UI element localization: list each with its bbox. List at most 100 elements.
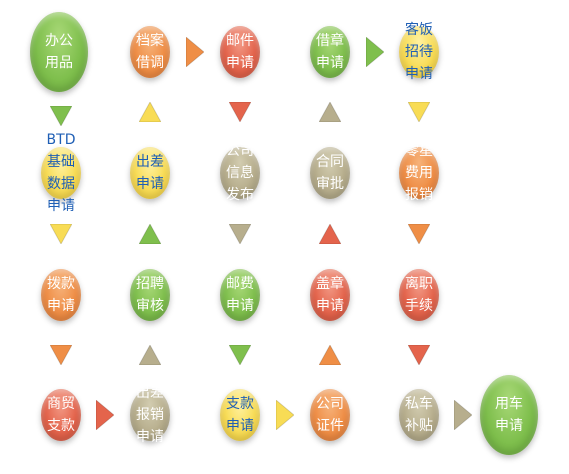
node-siche-butie[interactable]: 私车 补贴	[399, 389, 439, 441]
node-label-line: 离职	[405, 276, 433, 292]
node-gaizhang-shenqing[interactable]: 盖章 申请	[310, 269, 350, 321]
arrow-down-icon	[229, 102, 251, 122]
node-chuchai-baoxiao-shenqing[interactable]: 出差 报销 申请	[130, 385, 170, 445]
arrow-up-icon	[139, 102, 161, 122]
arrow-shape	[186, 37, 204, 67]
node-label-line: 申请	[226, 418, 254, 434]
arrow-shape	[139, 345, 161, 365]
arrow-right-icon	[454, 400, 472, 430]
node-label-line: 合同	[316, 154, 344, 170]
node-label-line: 申请	[136, 429, 164, 445]
arrow-down-icon	[50, 345, 72, 365]
node-label-line: 用车	[495, 396, 523, 412]
node-chuchai-shenqing[interactable]: 出差 申请	[130, 147, 170, 199]
node-youjian-shenqing[interactable]: 邮件 申请	[220, 26, 260, 78]
node-label-line: 用品	[45, 55, 73, 71]
node-lizhi-shouxu[interactable]: 离职 手续	[399, 269, 439, 321]
arrow-down-icon	[408, 102, 430, 122]
node-gongsi-xinxi-fabu[interactable]: 公司 信息 发布	[220, 143, 260, 203]
node-label-line: 支款	[226, 396, 254, 412]
arrow-shape	[408, 102, 430, 122]
arrow-shape	[276, 400, 294, 430]
node-dangan-jiediao[interactable]: 档案 借调	[130, 26, 170, 78]
node-label-line: 客饭	[405, 22, 433, 38]
arrow-shape	[408, 345, 430, 365]
node-label-line: 支款	[47, 418, 75, 434]
arrow-shape	[50, 224, 72, 244]
node-label-line: 借章	[316, 33, 344, 49]
node-label-line: 申请	[316, 298, 344, 314]
node-label-line: 档案	[136, 33, 164, 49]
node-label-line: BTD	[46, 132, 76, 148]
arrow-right-icon	[186, 37, 204, 67]
node-label-line: 发布	[226, 187, 254, 203]
node-label-line: 邮费	[226, 276, 254, 292]
arrow-down-icon	[408, 345, 430, 365]
node-youfei-shenqing[interactable]: 邮费 申请	[220, 269, 260, 321]
node-label-line: 出差	[136, 385, 164, 401]
node-label-line: 公司	[316, 396, 344, 412]
arrow-shape	[366, 37, 384, 67]
node-label-line: 招待	[405, 44, 433, 60]
node-label-line: 零星	[405, 143, 433, 159]
node-label-line: 申请	[316, 55, 344, 71]
node-label-line: 审批	[316, 176, 344, 192]
arrow-up-icon	[319, 345, 341, 365]
node-label-line: 拨款	[47, 276, 75, 292]
arrow-shape	[319, 224, 341, 244]
node-bokuan-shenqing[interactable]: 拨款 申请	[41, 269, 81, 321]
node-label-line: 手续	[405, 298, 433, 314]
node-yongche-shenqing[interactable]: 用车 申请	[480, 375, 538, 455]
arrow-up-icon	[139, 224, 161, 244]
node-label-line: 借调	[136, 55, 164, 71]
node-label-line: 出差	[136, 154, 164, 170]
arrow-shape	[50, 345, 72, 365]
arrow-shape	[139, 102, 161, 122]
node-label-line: 申请	[495, 418, 523, 434]
arrow-down-icon	[50, 106, 72, 126]
node-label-line: 费用	[405, 165, 433, 181]
node-jiezhang-shenqing[interactable]: 借章 申请	[310, 26, 350, 78]
node-label-line: 申请	[226, 55, 254, 71]
arrow-right-icon	[276, 400, 294, 430]
node-label-line: 申请	[226, 298, 254, 314]
node-label-line: 证件	[316, 418, 344, 434]
arrow-shape	[229, 224, 251, 244]
arrow-shape	[50, 106, 72, 126]
node-hetong-shenpi[interactable]: 合同 审批	[310, 147, 350, 199]
node-label-line: 申请	[405, 66, 433, 82]
node-label-line: 邮件	[226, 33, 254, 49]
node-shangmao-zhikuan[interactable]: 商贸 支款	[41, 389, 81, 441]
node-label-line: 基础	[47, 154, 75, 170]
node-label-line: 招聘	[136, 276, 164, 292]
arrow-down-icon	[229, 224, 251, 244]
arrow-shape	[319, 102, 341, 122]
node-bangong-yongpin[interactable]: 办公 用品	[30, 12, 88, 92]
node-label-line: 申请	[47, 298, 75, 314]
node-label-line: 报销	[136, 407, 164, 423]
arrow-down-icon	[408, 224, 430, 244]
node-label-line: 申请	[47, 198, 75, 214]
arrow-down-icon	[50, 224, 72, 244]
node-label-line: 私车	[405, 396, 433, 412]
node-zhikuan-shenqing[interactable]: 支款 申请	[220, 389, 260, 441]
node-label-line: 补贴	[405, 418, 433, 434]
node-label-line: 公司	[226, 143, 254, 159]
node-gongsi-zhengjian[interactable]: 公司 证件	[310, 389, 350, 441]
node-btd-jichu-shuju-shenqing[interactable]: BTD 基础 数据 申请	[41, 132, 81, 214]
arrow-shape	[454, 400, 472, 430]
node-label-line: 商贸	[47, 396, 75, 412]
arrow-right-icon	[366, 37, 384, 67]
node-label-line: 办公	[45, 33, 73, 49]
arrow-up-icon	[139, 345, 161, 365]
arrow-shape	[139, 224, 161, 244]
arrow-shape	[229, 345, 251, 365]
node-label-line: 报销	[405, 187, 433, 203]
arrow-shape	[319, 345, 341, 365]
arrow-up-icon	[319, 224, 341, 244]
node-label-line: 盖章	[316, 276, 344, 292]
arrow-down-icon	[229, 345, 251, 365]
node-lingxing-feiyong-baoxiao[interactable]: 零星 费用 报销	[399, 143, 439, 203]
node-kefan-zhaodai-shenqing[interactable]: 客饭 招待 申请	[399, 22, 439, 82]
node-zhaopin-shenhe[interactable]: 招聘 审核	[130, 269, 170, 321]
